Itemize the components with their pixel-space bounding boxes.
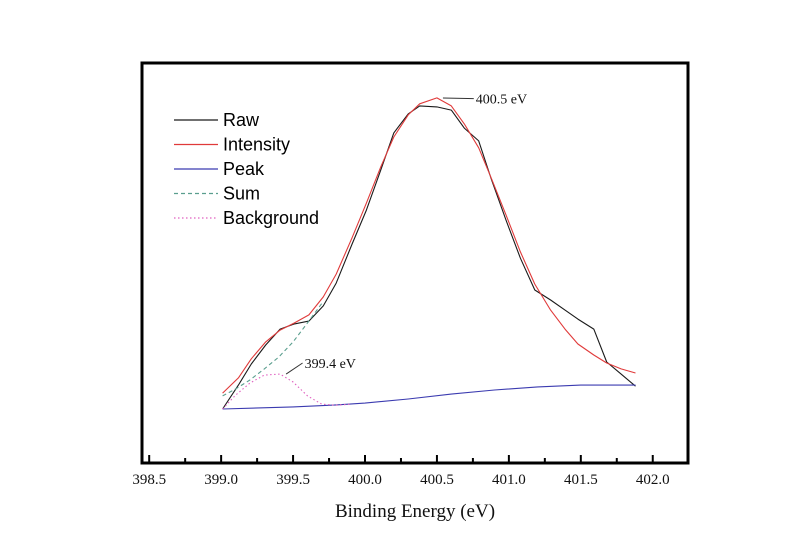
series-line-raw <box>222 105 636 410</box>
x-tick-label: 399.0 <box>204 472 238 488</box>
x-axis-title: Binding Energy (eV) <box>335 501 495 522</box>
annotation-leader-line <box>442 97 474 100</box>
x-axis-ticks <box>148 455 654 463</box>
series-line-peak <box>222 384 636 410</box>
x-tick-label: 398.5 <box>132 472 166 488</box>
plot-frame <box>140 61 690 465</box>
legend: Raw Intensity Peak Sum Background <box>174 110 319 228</box>
x-tick-label: 399.5 <box>276 472 310 488</box>
x-tick-label: 400.0 <box>348 472 382 488</box>
x-tick-label: 402.0 <box>636 472 670 488</box>
annotation-leader-line <box>285 362 303 375</box>
series-line-intensity <box>222 97 636 394</box>
x-axis-tick-labels: 398.5 399.0 399.5 400.0 400.5 401.0 401.5 402.0 <box>132 472 669 488</box>
legend-label: Background <box>223 208 319 228</box>
annotation-label: 399.4 eV <box>305 357 356 372</box>
x-tick-label: 401.0 <box>492 472 526 488</box>
legend-label: Sum <box>223 184 260 204</box>
x-tick-label: 401.5 <box>564 472 598 488</box>
annotation-label: 400.5 eV <box>476 93 527 108</box>
series-line-background <box>222 373 351 410</box>
series-line-sum <box>222 303 323 397</box>
series-group <box>222 97 636 410</box>
legend-label: Peak <box>223 159 265 179</box>
legend-label: Intensity <box>223 135 290 155</box>
legend-label: Raw <box>223 110 260 130</box>
x-tick-label: 400.5 <box>420 472 454 488</box>
annotations: 400.5 eV 399.4 eV <box>285 93 527 375</box>
